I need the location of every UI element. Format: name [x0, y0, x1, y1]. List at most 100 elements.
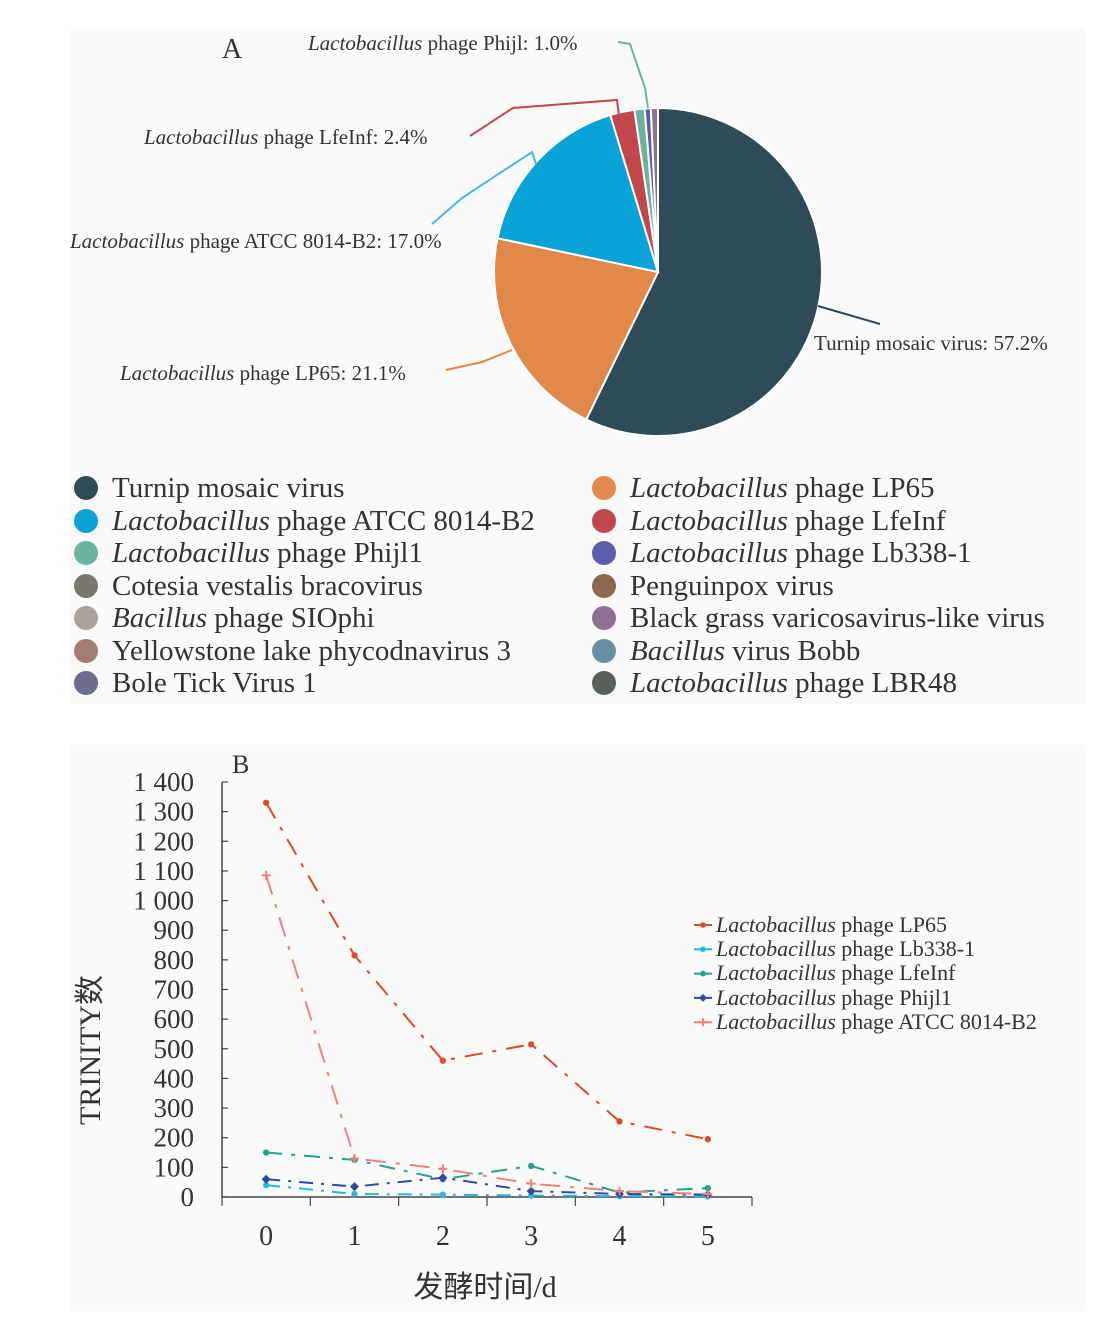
legend-swatch	[74, 541, 98, 565]
line-legend-label: Lactobacillus phage Phijl1	[715, 985, 952, 1010]
data-point	[263, 1181, 270, 1189]
legend-item: Bole Tick Virus 1	[74, 667, 317, 699]
data-point	[438, 1173, 448, 1183]
y-tick-label: 1 200	[133, 826, 194, 856]
legend-item: Cotesia vestalis bracovirus	[74, 570, 423, 602]
pie-slice-2	[496, 113, 660, 274]
data-point	[526, 1179, 536, 1189]
data-point	[526, 1186, 536, 1196]
legend-label: Penguinpox virus	[630, 570, 834, 602]
x-axis-label: 发酵时间/d	[413, 1271, 556, 1304]
data-point	[261, 870, 271, 880]
data-point	[528, 1162, 535, 1170]
legend-item: Lactobacillus phage Lb338-1	[592, 537, 972, 569]
callout-lp65: Lactobacillus phage LP65: 21.1%	[119, 361, 406, 385]
data-point	[704, 1184, 711, 1192]
line-legend-label: Lactobacillus phage ATCC 8014-B2	[715, 1009, 1037, 1034]
legend-genus: Bacillus	[630, 635, 726, 667]
legend-label: Turnip mosaic virus	[112, 472, 345, 504]
legend-item: Bacillus phage SIOphi	[74, 602, 375, 634]
pie-slice-0	[584, 106, 823, 437]
legend-item: Turnip mosaic virus	[74, 472, 345, 504]
legend-label: virus Bobb	[725, 635, 861, 667]
y-tick-label: 700	[154, 975, 195, 1005]
callout-turnip: Turnip mosaic virus: 57.2%	[814, 331, 1048, 355]
y-tick-label: 1 100	[133, 856, 194, 886]
legend-label: Black grass varicosavirus-like virus	[630, 602, 1045, 634]
line-legend-marker	[699, 993, 707, 1002]
y-tick-label: 900	[154, 915, 195, 945]
y-axis-label: TRINITY数	[74, 975, 107, 1125]
line-legend-label: Lactobacillus phage LfeInf	[715, 960, 956, 985]
legend-swatch	[592, 574, 616, 598]
series-line-2	[266, 1151, 708, 1194]
data-point	[528, 1041, 535, 1048]
y-tick-label: 1 400	[133, 767, 194, 797]
line-legend-marker	[700, 922, 706, 928]
pie-slice-6	[649, 106, 659, 273]
data-point	[351, 1190, 358, 1198]
line-legend: Lactobacillus phage LP65 Lactobacillus p…	[694, 912, 1037, 1034]
legend-genus: Lactobacillus	[630, 505, 788, 537]
legend-genus: Lactobacillus	[630, 537, 788, 569]
y-tick-label: 1 000	[133, 886, 194, 916]
legend-label: Yellowstone lake phycodnavirus 3	[112, 635, 511, 667]
legend-label: phage SIOphi	[207, 602, 375, 634]
legend-genus: Bacillus	[112, 602, 208, 634]
legend-swatch	[74, 606, 98, 630]
legend-item: Yellowstone lake phycodnavirus 3	[74, 635, 511, 667]
legend-swatch	[592, 476, 616, 500]
y-tick-label: 800	[154, 945, 195, 975]
line-legend-label: Lactobacillus phage Lb338-1	[715, 936, 975, 961]
x-tick-label: 4	[613, 1221, 627, 1252]
data-point	[263, 799, 270, 806]
legend-label: phage LBR48	[787, 667, 958, 699]
legend-swatch	[74, 639, 98, 663]
y-tick-label: 1 300	[133, 797, 194, 827]
y-tick-label: 500	[154, 1034, 195, 1064]
y-tick-label: 400	[154, 1063, 195, 1093]
legend-label: Cotesia vestalis bracovirus	[112, 570, 423, 602]
panel-b: B 0 100 200 300 400 500 600 700 800 900 1 000 1 100…	[70, 745, 1085, 1311]
data-point	[261, 1174, 271, 1184]
legend-item: Lactobacillus phage LfeInf	[592, 505, 946, 537]
legend-genus: Lactobacillus	[630, 472, 788, 504]
legend-swatch	[592, 541, 616, 565]
y-tick-label: 200	[154, 1123, 195, 1153]
series-line-3	[266, 1176, 708, 1196]
series-line-0	[265, 802, 708, 1141]
callout-atcc: Lactobacillus phage ATCC 8014-B2: 17.0%	[70, 229, 442, 253]
legend-swatch	[592, 639, 616, 663]
pie-chart: A Lactobacillus phage Phijl: 1.0% Lactob…	[70, 31, 1048, 437]
line-legend-marker	[699, 1018, 707, 1027]
leader-phijl	[617, 41, 649, 109]
data-point	[350, 1182, 359, 1192]
y-tick-label: 300	[154, 1093, 195, 1123]
data-point	[439, 1057, 446, 1064]
series-line-4	[265, 875, 708, 1195]
legend-item: Lactobacillus phage ATCC 8014-B2	[74, 505, 535, 537]
x-tick-label: 2	[436, 1221, 450, 1252]
legend-genus: Lactobacillus	[112, 505, 270, 537]
line-legend-label: Lactobacillus phage LP65	[715, 912, 947, 937]
legend-label: phage LfeInf	[787, 505, 946, 537]
panel-b-label: B	[232, 750, 249, 779]
data-point	[351, 952, 358, 959]
legend-label: phage LP65	[787, 472, 935, 504]
data-point	[263, 1149, 270, 1156]
line-legend-marker	[700, 946, 706, 953]
x-tick-label: 1	[348, 1221, 362, 1252]
x-tick-label: 0	[259, 1221, 273, 1252]
panel-a-label: A	[222, 34, 243, 65]
leader-turnip	[817, 305, 881, 325]
data-point	[704, 1136, 711, 1143]
legend-swatch	[74, 574, 98, 598]
legend-item: Penguinpox virus	[592, 570, 834, 602]
leader-lfeinf	[469, 98, 620, 137]
panel-a: A Lactobacillus phage Phijl: 1.0% Lactob…	[70, 28, 1085, 704]
leader-atcc	[431, 150, 537, 225]
legend-item: Lactobacillus phage Phijl1	[74, 537, 423, 569]
legend-label: phage ATCC 8014-B2	[269, 505, 535, 537]
data-point	[438, 1164, 448, 1174]
